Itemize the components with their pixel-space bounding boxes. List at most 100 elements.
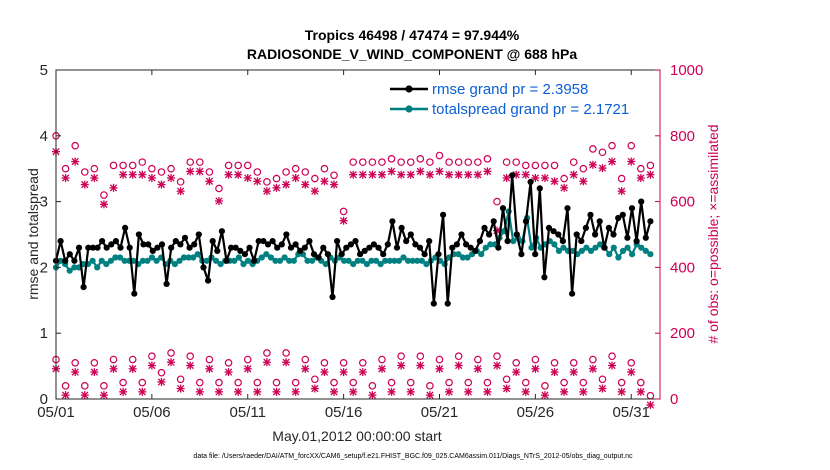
totalspread-point [368, 257, 375, 264]
obs-possible-point [646, 391, 655, 400]
rmse-point [545, 224, 553, 231]
rmse-point [569, 290, 576, 297]
obs-assimilated-point [540, 173, 549, 182]
y-tick-label: 0 [40, 391, 48, 408]
obs-possible-point [138, 378, 147, 387]
obs-assimilated-point [569, 170, 578, 179]
obs-possible-point [406, 158, 415, 166]
obs-possible-point [464, 158, 473, 166]
rmse-point [205, 277, 212, 284]
totalspread-point [235, 254, 242, 261]
obs-assimilated-point [310, 187, 319, 196]
legend: rmse grand pr = 2.3958 totalspread grand… [386, 76, 652, 122]
obs-assimilated-point [636, 173, 645, 182]
rmse-point [306, 238, 313, 245]
obs-possible-point [100, 382, 108, 390]
obs-possible-point [234, 378, 242, 387]
obs-assimilated-point [397, 170, 406, 179]
rmse-point [329, 293, 336, 301]
obs-assimilated-point [147, 361, 156, 370]
y-tick-label: 1 [40, 325, 48, 342]
totalspread-point [359, 257, 366, 264]
obs-possible-point [589, 145, 597, 153]
totalspread-point [487, 241, 494, 248]
obs-assimilated-point [195, 167, 204, 176]
obs-possible-point [196, 378, 204, 387]
obs-assimilated-point [550, 368, 559, 377]
obs-assimilated-point [310, 384, 319, 393]
rmse-point [532, 251, 539, 258]
obs-possible-point [176, 178, 185, 186]
rmse-point [57, 238, 64, 245]
obs-assimilated-point [473, 170, 482, 179]
totalspread-point [578, 247, 585, 254]
totalspread-point [377, 261, 384, 268]
rmse-point [260, 238, 267, 245]
obs-possible-point [128, 161, 137, 170]
obs-possible-point [90, 359, 99, 367]
obs-assimilated-point [339, 368, 348, 377]
obs-assimilated-point [128, 364, 137, 373]
totalspread-point [395, 257, 402, 264]
obs-possible-point [531, 161, 540, 170]
obs-assimilated-point [147, 173, 156, 182]
obs-assimilated-point [646, 170, 655, 179]
obs-assimilated-point [617, 187, 626, 196]
obs-assimilated-point [214, 387, 223, 396]
obs-possible-point [330, 378, 338, 387]
rmse-point [126, 244, 133, 251]
obs-possible-point [263, 349, 271, 357]
obs-assimilated-point [636, 387, 645, 396]
obs-possible-point [454, 158, 463, 166]
obs-assimilated-point [502, 384, 511, 393]
y-tick-label: 2 [40, 259, 48, 276]
rmse-point [398, 224, 405, 231]
obs-assimilated-point [176, 384, 185, 393]
obs-possible-point [445, 378, 453, 387]
obs-possible-point [579, 378, 588, 387]
y-tick-label-right: 200 [670, 325, 695, 342]
totalspread-point [583, 244, 590, 251]
rmse-point [440, 211, 447, 218]
rmse-point [444, 300, 451, 307]
y-tick-label-right: 800 [670, 128, 695, 145]
rmse-point [310, 251, 318, 258]
rmse-point [435, 251, 442, 258]
rmse-point [412, 241, 419, 248]
rmse-point [135, 231, 142, 238]
obs-possible-point [397, 158, 405, 166]
obs-possible-point [358, 359, 367, 367]
rmse-point [131, 290, 138, 297]
obs-assimilated-point [157, 377, 166, 386]
rmse-point [393, 244, 401, 251]
obs-possible-point [186, 158, 195, 166]
rmse-point [149, 247, 156, 254]
rmse-point [172, 238, 179, 245]
obs-possible-point [234, 161, 242, 170]
rmse-point [177, 241, 184, 248]
obs-assimilated-point [358, 368, 367, 377]
x-tick-label: 05/21 [421, 404, 459, 421]
rmse-point [527, 178, 534, 185]
rmse-point [380, 251, 387, 258]
obs-assimilated-point [99, 391, 108, 400]
obs-assimilated-point [205, 177, 214, 186]
obs-assimilated-point [608, 157, 617, 166]
x-tick-label: 05/26 [517, 404, 555, 421]
obs-possible-point [426, 158, 434, 166]
obs-assimilated-point [90, 173, 99, 182]
rmse-point [85, 244, 92, 251]
rmse-point [578, 238, 585, 245]
obs-assimilated-point [320, 368, 329, 377]
obs-assimilated-point [512, 368, 521, 377]
totalspread-point [281, 254, 288, 261]
totalspread-point [116, 254, 124, 261]
rmse-point [112, 238, 119, 245]
x-axis-label: May.01,2012 00:00:00 start [272, 428, 442, 444]
rmse-point [490, 218, 497, 225]
totalspread-point [629, 251, 636, 258]
rmse-point [223, 257, 230, 264]
obs-possible-point [521, 161, 530, 170]
rmse-point [416, 244, 424, 251]
totalspread-point [203, 257, 210, 264]
